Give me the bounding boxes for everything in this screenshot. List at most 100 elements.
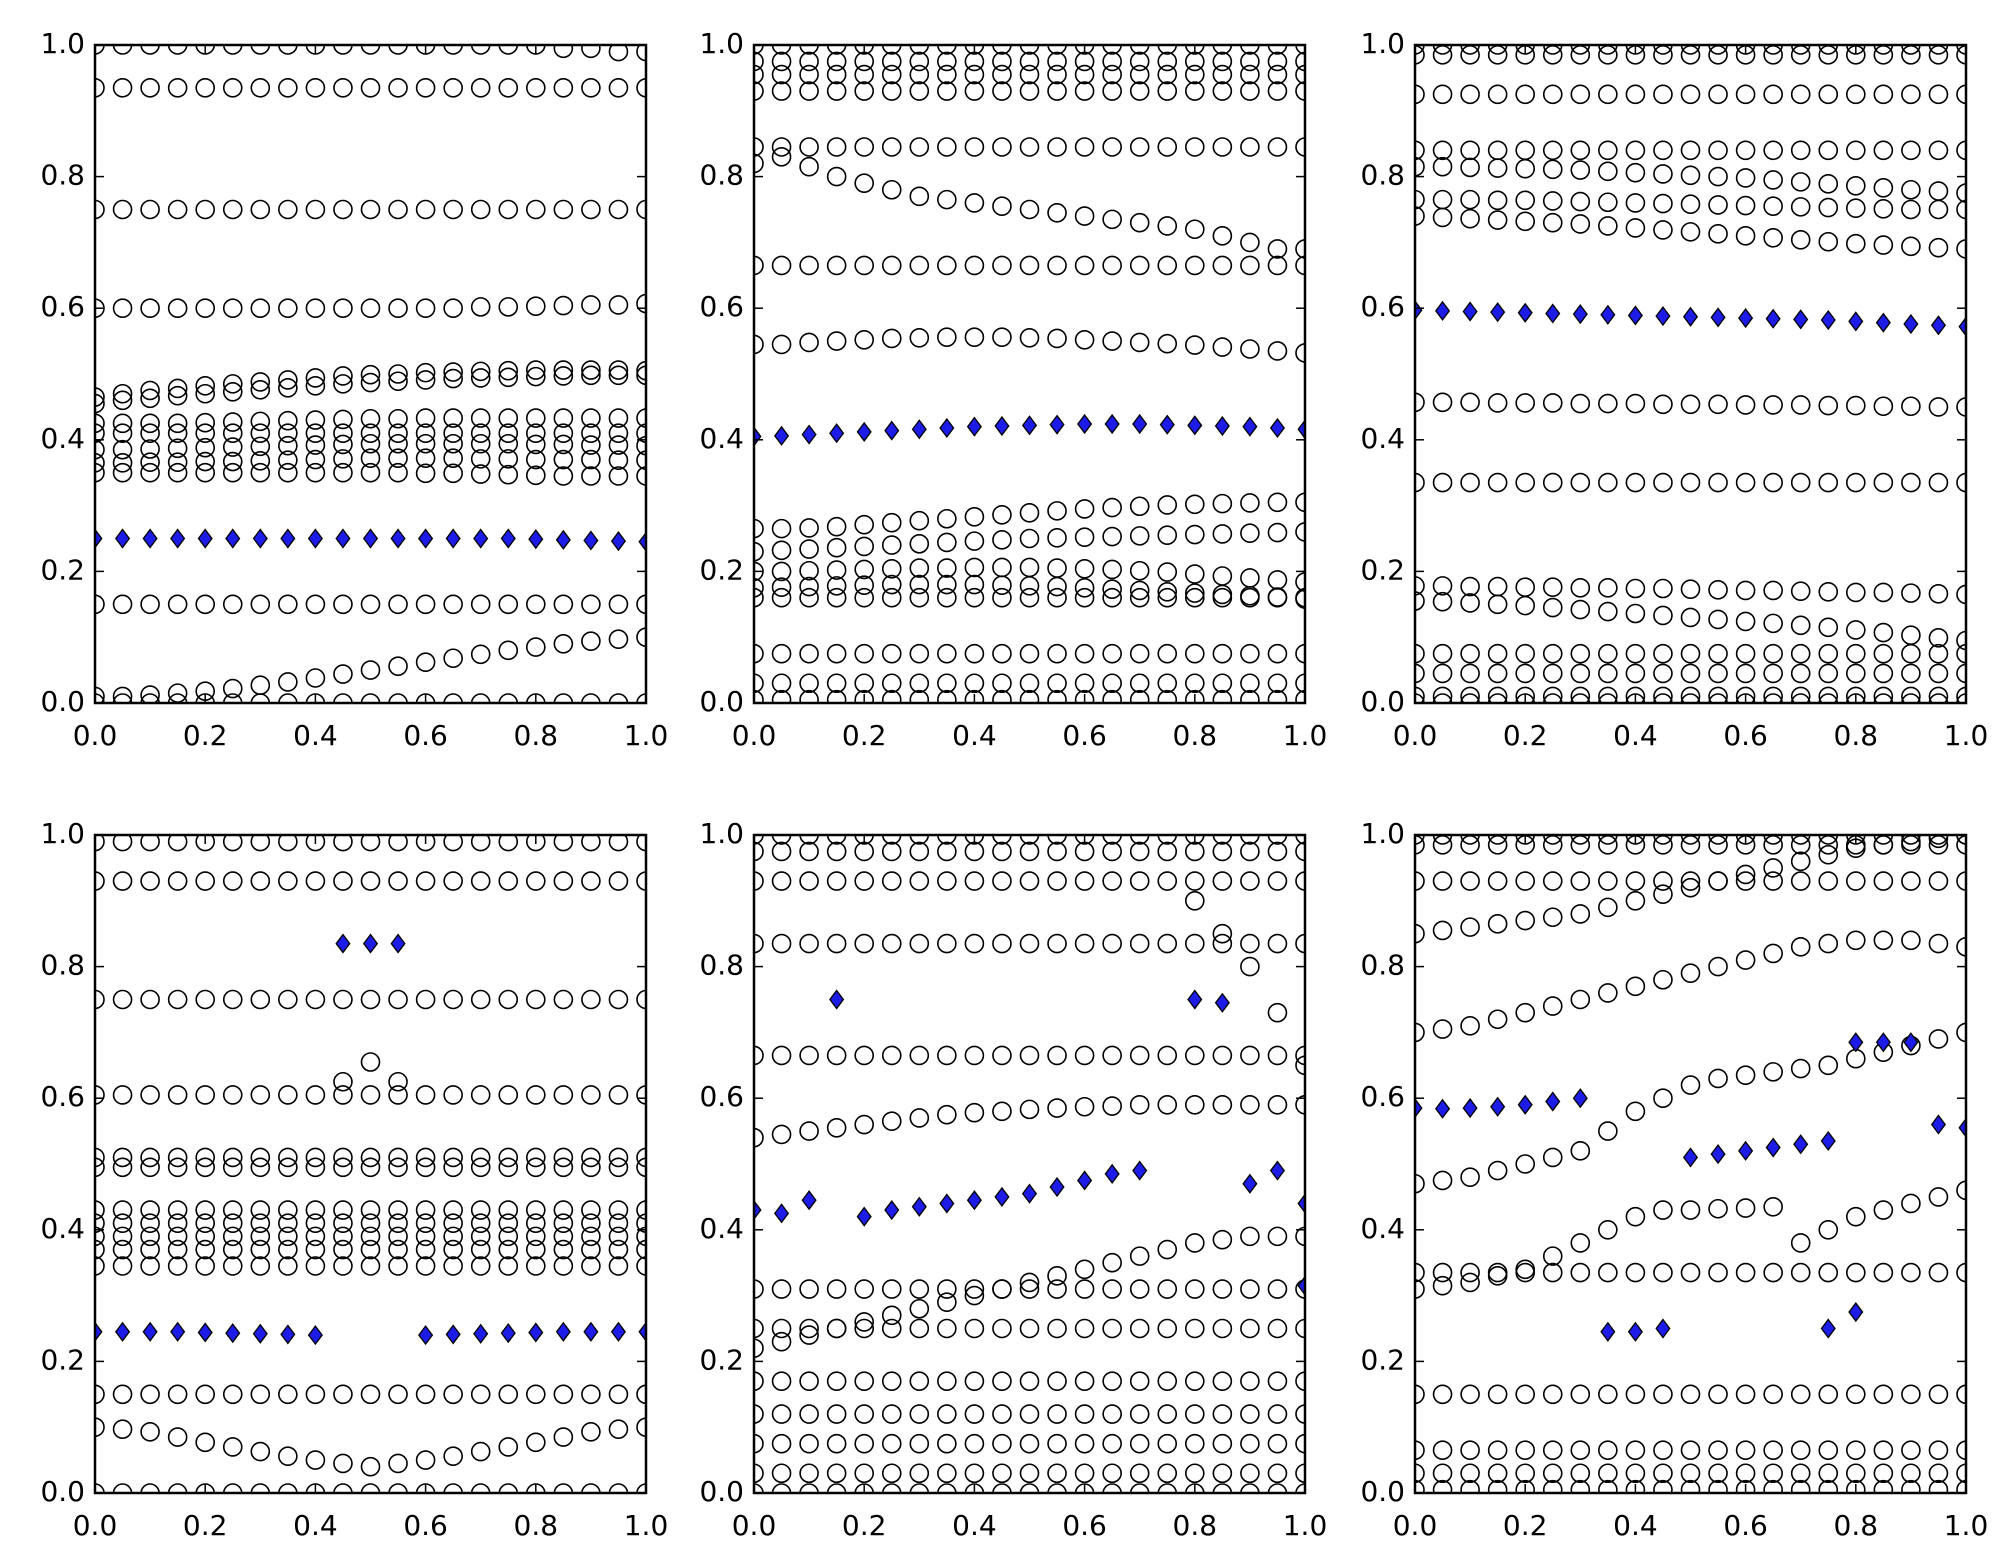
circle-marker: [1295, 1045, 1305, 1066]
circle-marker: [525, 408, 546, 428]
circle-marker: [333, 693, 353, 703]
circle-marker: [1735, 395, 1756, 415]
circle-marker: [1790, 1479, 1811, 1493]
circle-marker: [1240, 1433, 1260, 1454]
circle-marker: [360, 45, 381, 55]
circle-marker: [754, 1318, 764, 1339]
circle-marker: [799, 835, 819, 845]
diamond-marker: [170, 1321, 186, 1342]
circle-marker: [415, 1147, 436, 1168]
diamond-marker: [95, 528, 103, 549]
circle-marker: [1212, 643, 1233, 664]
circle-marker: [278, 1157, 298, 1178]
circle-marker: [195, 1384, 215, 1405]
circle-marker: [1901, 693, 1921, 703]
circle-marker: [1846, 395, 1866, 416]
circle-marker: [1598, 472, 1618, 493]
circle-marker: [1846, 686, 1866, 703]
circle-marker: [754, 541, 764, 562]
circle-marker: [1102, 526, 1122, 547]
circle-marker: [636, 1256, 646, 1276]
circle-marker: [1185, 871, 1205, 891]
circle-marker: [1790, 643, 1811, 664]
plot-area: [754, 45, 1305, 703]
circle-marker: [1542, 393, 1563, 413]
circle-marker: [1295, 1371, 1305, 1391]
diamond-marker: [1655, 306, 1671, 327]
circle-marker: [1846, 84, 1866, 105]
diamond-marker: [335, 933, 351, 954]
circle-marker: [333, 449, 353, 469]
y-tick-label: 0.4: [40, 422, 85, 455]
x-tick-label: 0.6: [1062, 719, 1107, 752]
circle-marker: [1625, 193, 1646, 213]
circle-marker: [1680, 877, 1701, 898]
circle-marker: [112, 390, 133, 411]
circle-marker: [992, 835, 1012, 845]
circle-marker: [278, 871, 298, 891]
circle-marker: [581, 1213, 601, 1234]
circle-marker: [95, 1417, 105, 1437]
circle-marker: [470, 423, 491, 444]
circle-marker: [388, 45, 408, 55]
circle-marker: [1240, 841, 1260, 862]
circle-marker: [1598, 45, 1618, 55]
circle-marker: [195, 1157, 215, 1178]
circle-marker: [1019, 328, 1040, 348]
circle-marker: [754, 518, 764, 539]
circle-marker: [333, 199, 353, 220]
circle-marker: [1267, 871, 1288, 891]
circle-marker: [498, 367, 519, 388]
circle-marker: [1653, 835, 1673, 845]
circle-marker: [771, 1279, 792, 1299]
circle-marker: [470, 1085, 491, 1105]
circle-marker: [415, 1226, 436, 1247]
diamond-marker: [1132, 1160, 1148, 1181]
circle-marker: [636, 423, 646, 444]
circle-marker: [1901, 835, 1921, 845]
circle-marker: [964, 1102, 985, 1123]
circle-marker: [1185, 335, 1205, 355]
circle-marker: [195, 835, 215, 852]
circle-marker: [1818, 84, 1839, 105]
circle-marker: [1653, 84, 1673, 105]
circle-marker: [1625, 871, 1646, 891]
circle-marker: [799, 518, 819, 538]
circle-marker: [608, 1384, 629, 1405]
circle-marker: [443, 77, 463, 98]
circle-marker: [881, 1305, 902, 1326]
circle-marker: [881, 1483, 902, 1493]
circle-marker: [112, 298, 133, 319]
circle-marker: [1460, 140, 1480, 161]
circle-marker: [333, 835, 353, 852]
diamond-marker: [1600, 304, 1616, 325]
circle-marker: [250, 693, 271, 703]
circle-marker: [195, 423, 215, 444]
circle-marker: [581, 1384, 601, 1405]
circle-marker: [553, 871, 574, 891]
circle-marker: [1680, 663, 1701, 684]
diamond-marker: [1434, 1098, 1451, 1119]
circle-marker: [964, 689, 985, 703]
circle-marker: [1735, 580, 1756, 601]
y-tick-label: 1.0: [40, 27, 85, 60]
circle-marker: [636, 1213, 646, 1234]
diamond-marker: [555, 1321, 571, 1342]
circle-marker: [1653, 686, 1673, 703]
circle-marker: [826, 64, 847, 85]
circle-marker: [636, 627, 646, 647]
circle-marker: [799, 332, 819, 353]
circle-marker: [1790, 615, 1811, 636]
circle-marker: [95, 835, 105, 852]
circle-marker: [1735, 611, 1756, 632]
circle-marker: [1956, 1022, 1966, 1043]
circle-marker: [1542, 643, 1563, 664]
circle-marker: [608, 1419, 629, 1439]
circle-marker: [1185, 1279, 1205, 1299]
circle-marker: [1267, 689, 1288, 703]
circle-marker: [388, 1226, 408, 1247]
circle-marker: [1570, 989, 1591, 1010]
plot-area: [1415, 45, 1966, 703]
circle-marker: [754, 1463, 764, 1484]
circle-marker: [1212, 1433, 1233, 1454]
